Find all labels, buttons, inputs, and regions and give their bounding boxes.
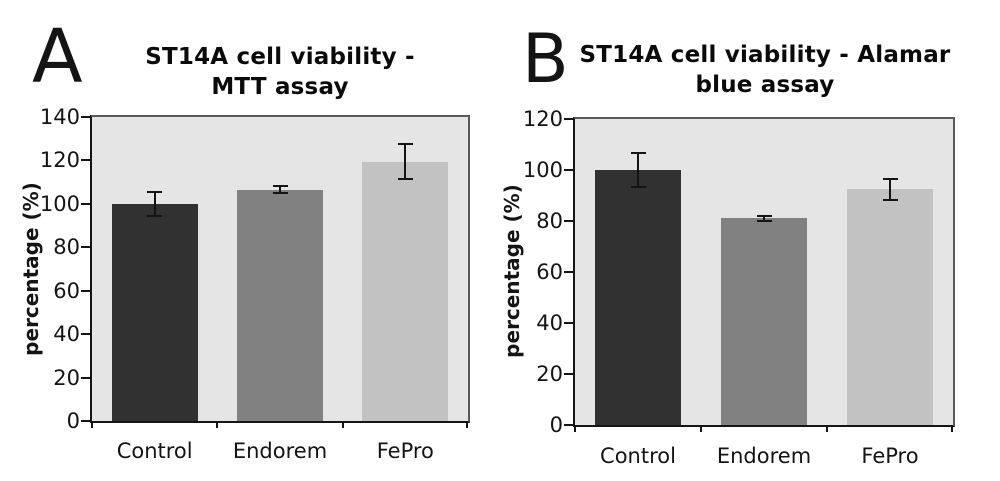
y-tick-label-40: 40: [53, 322, 80, 347]
y-tick-mark-60: [564, 271, 573, 273]
error-bar-endorem: [272, 185, 288, 195]
x-tick-mark-3: [951, 427, 953, 432]
y-tick-label-60: 60: [53, 278, 80, 303]
y-tick-label-40: 40: [536, 311, 563, 335]
panel-label-a: A: [32, 14, 83, 100]
y-tick-mark-0: [564, 424, 573, 426]
error-bar-endorem: [756, 214, 772, 223]
x-category-label-control: Control: [600, 444, 676, 468]
bar-fepro: [362, 161, 449, 421]
x-tick-mark-2: [341, 423, 344, 428]
error-bar-fepro: [397, 143, 413, 180]
y-tick-mark-20: [81, 376, 90, 379]
y-tick-label-100: 100: [39, 191, 80, 216]
y-tick-mark-40: [81, 333, 90, 336]
y-tick-mark-140: [81, 116, 90, 118]
bar-control: [595, 170, 681, 425]
x-tick-mark-2: [826, 427, 828, 432]
x-tick-mark-1: [700, 427, 702, 432]
chart-title-mtt: ST14A cell viability - MTT assay: [145, 44, 415, 100]
y-tick-label-20: 20: [536, 362, 563, 386]
x-tick-mark-0: [574, 427, 576, 432]
y-tick-mark-60: [81, 289, 90, 292]
bar-control: [111, 203, 198, 421]
y-tick-mark-100: [564, 169, 573, 171]
panel-a-mtt-assay: A ST14A cell viability - MTT assay perce…: [19, 14, 470, 463]
y-tick-label-120: 120: [522, 107, 563, 131]
y-tick-label-80: 80: [53, 235, 80, 260]
y-tick-label-120: 120: [39, 148, 80, 173]
bar-endorem: [237, 189, 323, 421]
panel-b-alamar-blue-assay: B ST14A cell viability - Alamar blue ass…: [500, 0, 1000, 481]
y-tick-label-0: 0: [549, 413, 563, 437]
bar-endorem: [721, 218, 807, 425]
error-bar-control: [630, 152, 646, 188]
y-tick-mark-120: [564, 118, 573, 120]
y-tick-label-100: 100: [522, 158, 563, 182]
y-tick-label-140: 140: [39, 105, 80, 129]
error-bar-fepro: [882, 177, 898, 201]
x-tick-mark-3: [466, 423, 468, 428]
x-tick-mark-0: [91, 423, 93, 428]
bar-fepro: [847, 189, 933, 425]
y-tick-mark-20: [564, 373, 573, 375]
y-tick-label-20: 20: [53, 365, 80, 390]
panel-label-b: B: [522, 20, 569, 99]
y-tick-label-80: 80: [536, 209, 563, 233]
y-tick-mark-120: [81, 159, 90, 162]
x-tick-mark-1: [216, 423, 219, 428]
error-bar-control: [147, 190, 163, 217]
y-tick-mark-40: [564, 322, 573, 324]
y-tick-label-60: 60: [536, 260, 563, 284]
y-tick-mark-0: [81, 420, 90, 422]
x-category-label-endorem: Endorem: [232, 439, 328, 463]
chart-title-alamar-blue: ST14A cell viability - Alamar blue assay: [579, 42, 951, 98]
y-tick-mark-80: [564, 220, 573, 222]
x-category-label-fepro: FePro: [376, 439, 434, 463]
y-tick-mark-80: [81, 246, 90, 249]
x-category-label-endorem: Endorem: [716, 444, 812, 468]
x-category-label-control: Control: [116, 439, 193, 463]
y-tick-mark-100: [81, 202, 90, 205]
y-tick-label-0: 0: [66, 409, 80, 433]
x-category-label-fepro: FePro: [861, 444, 919, 468]
